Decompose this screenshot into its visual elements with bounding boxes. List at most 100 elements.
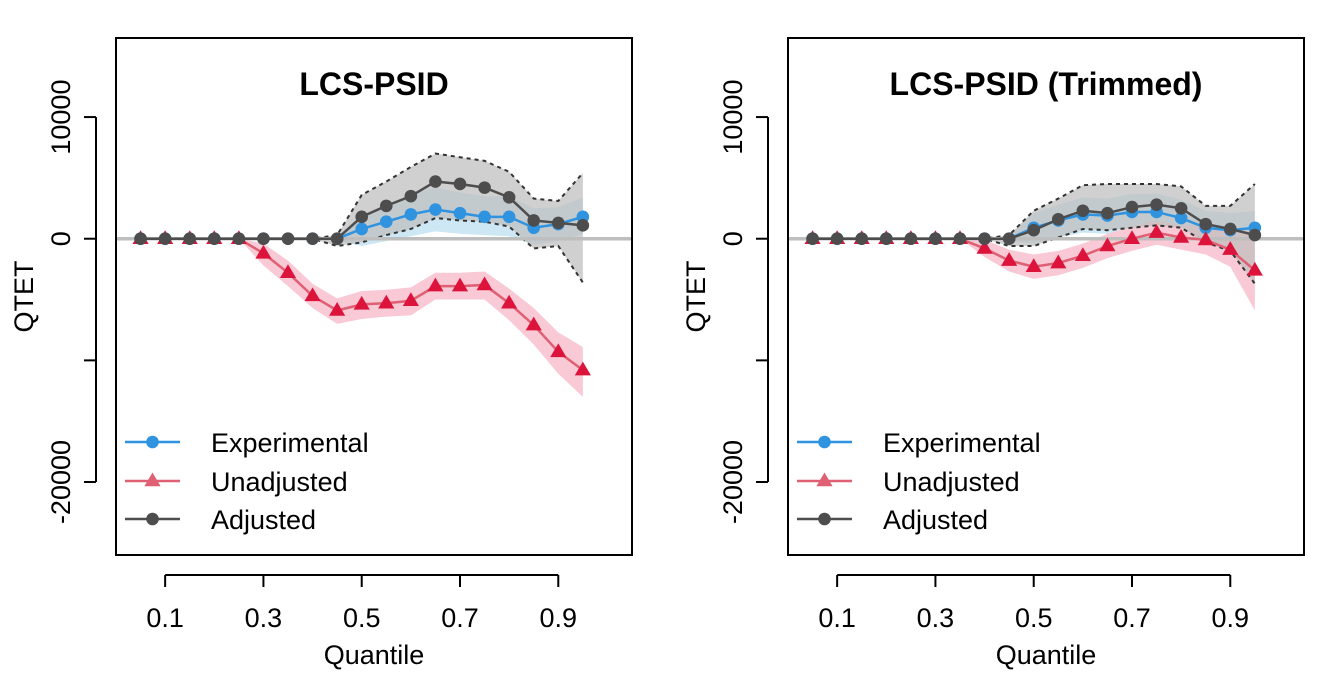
y-tick-label: 0 bbox=[718, 231, 748, 246]
data-point-unadjusted bbox=[353, 295, 370, 310]
y-tick-label: -20000 bbox=[46, 440, 76, 524]
data-point-experimental bbox=[355, 222, 369, 236]
y-axis-label: QTET bbox=[681, 261, 711, 333]
data-point-adjusted bbox=[1248, 228, 1262, 242]
data-point-unadjusted bbox=[550, 343, 567, 358]
legend-marker-unadjusted bbox=[144, 472, 161, 487]
data-point-adjusted bbox=[355, 210, 369, 224]
data-point-unadjusted bbox=[329, 301, 346, 316]
x-tick-label: 0.7 bbox=[1113, 603, 1151, 633]
legend-marker-experimental bbox=[818, 435, 831, 449]
data-point-unadjusted bbox=[574, 361, 591, 376]
chart-title: LCS-PSID bbox=[299, 66, 448, 102]
data-point-unadjusted bbox=[402, 292, 419, 307]
data-point-experimental bbox=[429, 203, 442, 216]
data-point-adjusted bbox=[306, 232, 319, 246]
data-point-unadjusted bbox=[427, 277, 444, 292]
data-point-adjusted bbox=[1150, 198, 1163, 211]
y-tick-label: 0 bbox=[46, 231, 76, 246]
data-point-unadjusted bbox=[476, 276, 493, 291]
x-tick-label: 0.1 bbox=[146, 603, 184, 633]
data-point-unadjusted bbox=[1148, 224, 1165, 238]
band-unadjusted bbox=[140, 238, 583, 397]
legend-label-experimental: Experimental bbox=[211, 428, 369, 458]
data-point-adjusted bbox=[879, 232, 893, 246]
data-point-unadjusted bbox=[501, 294, 518, 309]
data-point-adjusted bbox=[929, 232, 942, 246]
data-point-adjusted bbox=[330, 232, 344, 246]
y-tick-label: 10000 bbox=[46, 80, 76, 155]
y-axis-label: QTET bbox=[9, 261, 39, 333]
data-point-experimental bbox=[502, 210, 516, 224]
data-point-unadjusted bbox=[1025, 258, 1042, 272]
chart-title: LCS-PSID (Trimmed) bbox=[890, 66, 1203, 102]
y-tick-label: 10000 bbox=[718, 80, 748, 155]
data-point-adjusted bbox=[806, 232, 819, 246]
data-point-unadjusted bbox=[378, 294, 395, 309]
data-point-experimental bbox=[404, 208, 418, 221]
legend-marker-adjusted bbox=[146, 512, 159, 526]
data-point-unadjusted bbox=[1123, 230, 1141, 244]
data-point-adjusted bbox=[527, 214, 541, 227]
legend-marker-adjusted bbox=[818, 512, 831, 526]
legend-marker-experimental bbox=[146, 435, 159, 449]
data-point-adjusted bbox=[134, 232, 147, 246]
data-point-unadjusted bbox=[279, 264, 297, 279]
data-point-adjusted bbox=[576, 219, 590, 232]
data-point-adjusted bbox=[1101, 206, 1114, 220]
data-point-adjusted bbox=[502, 191, 516, 204]
data-point-adjusted bbox=[257, 232, 270, 246]
data-point-adjusted bbox=[904, 232, 918, 246]
data-point-unadjusted bbox=[1222, 241, 1239, 255]
chart-panel-lcs-psid: LCS-PSID 0.1 0.3 0.5 0.7 0.9 Quantile -20000 0 10… bbox=[9, 37, 633, 670]
legend-label-unadjusted: Unadjusted bbox=[883, 467, 1020, 497]
data-point-unadjusted bbox=[1197, 231, 1214, 246]
data-point-experimental bbox=[1174, 211, 1188, 225]
data-point-adjusted bbox=[232, 232, 246, 246]
data-point-adjusted bbox=[404, 189, 418, 203]
data-point-unadjusted bbox=[304, 287, 321, 302]
chart-panel-lcs-psid-trimmed: LCS-PSID (Trimmed) 0.1 0.3 0.5 0.7 0.9 Quantil… bbox=[681, 37, 1305, 670]
data-point-adjusted bbox=[379, 199, 393, 213]
data-point-experimental bbox=[379, 215, 393, 228]
x-tick-label: 0.3 bbox=[917, 603, 955, 633]
data-point-adjusted bbox=[453, 177, 467, 191]
data-point-unadjusted bbox=[525, 316, 542, 331]
data-point-adjusted bbox=[429, 175, 442, 188]
data-point-adjusted bbox=[158, 232, 172, 246]
data-point-adjusted bbox=[478, 181, 491, 194]
data-point-unadjusted bbox=[1173, 229, 1190, 243]
data-point-unadjusted bbox=[976, 239, 993, 254]
data-point-unadjusted bbox=[1246, 261, 1263, 276]
x-tick-label: 0.9 bbox=[1212, 603, 1250, 633]
data-point-adjusted bbox=[1199, 217, 1213, 231]
legend-label-adjusted: Adjusted bbox=[211, 505, 316, 535]
x-tick-label: 0.3 bbox=[245, 603, 283, 633]
x-tick-label: 0.9 bbox=[540, 603, 578, 633]
x-axis-label: Quantile bbox=[324, 640, 425, 670]
data-point-adjusted bbox=[207, 232, 221, 246]
data-point-unadjusted bbox=[451, 277, 469, 292]
data-point-adjusted bbox=[1076, 204, 1090, 218]
data-point-adjusted bbox=[1002, 232, 1016, 246]
data-point-unadjusted bbox=[1074, 247, 1091, 262]
data-point-adjusted bbox=[953, 232, 967, 246]
legend-marker-unadjusted bbox=[816, 472, 833, 487]
data-point-adjusted bbox=[1051, 212, 1065, 226]
plot-frame bbox=[787, 37, 1305, 556]
data-point-adjusted bbox=[1027, 223, 1041, 237]
data-point-experimental bbox=[453, 206, 467, 220]
x-axis-label: Quantile bbox=[996, 640, 1097, 670]
legend-label-adjusted: Adjusted bbox=[883, 505, 988, 535]
data-point-adjusted bbox=[855, 232, 869, 246]
x-tick-label: 0.1 bbox=[818, 603, 856, 633]
x-tick-label: 0.5 bbox=[343, 603, 381, 633]
data-point-adjusted bbox=[1223, 222, 1237, 236]
data-point-unadjusted bbox=[255, 244, 272, 259]
data-point-unadjusted bbox=[1099, 237, 1116, 252]
data-point-adjusted bbox=[281, 232, 295, 246]
legend-label-experimental: Experimental bbox=[883, 428, 1041, 458]
data-point-unadjusted bbox=[1001, 252, 1018, 266]
data-point-adjusted bbox=[183, 232, 197, 246]
